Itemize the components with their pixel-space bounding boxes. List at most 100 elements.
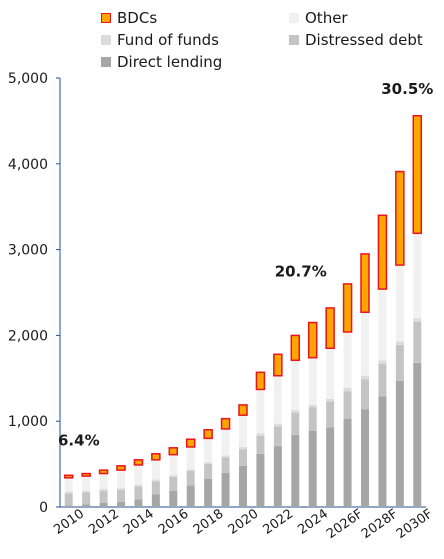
x-tick-label: 2010	[51, 507, 87, 538]
bar-fund-of-funds	[273, 423, 282, 427]
bar-fund-of-funds	[256, 433, 265, 436]
bar-fund-of-funds	[99, 488, 108, 491]
bar-other	[256, 389, 265, 434]
bar-other	[239, 415, 247, 447]
bar-bdcs	[133, 459, 144, 466]
bar-fund-of-funds	[378, 360, 387, 364]
bar-other	[134, 464, 143, 485]
bar-direct-lending	[361, 409, 369, 507]
bar-distressed-debt	[82, 492, 91, 505]
y-tick-label: 0	[39, 500, 48, 516]
bar-other	[221, 428, 230, 456]
bar-direct-lending	[169, 490, 178, 507]
bar-direct-lending	[82, 504, 91, 507]
bar-fund-of-funds	[221, 455, 230, 458]
bar-direct-lending	[64, 505, 73, 507]
bar-distressed-debt	[378, 363, 387, 397]
bar-other	[326, 348, 335, 399]
bar-fund-of-funds	[239, 446, 247, 450]
bar-other	[273, 375, 282, 424]
x-tick-label: 2026F	[324, 507, 366, 543]
bar-direct-lending	[291, 434, 300, 507]
x-tick-label: 2014	[121, 507, 157, 538]
bar-other	[343, 331, 352, 388]
bar-fund-of-funds	[291, 410, 300, 413]
bar-direct-lending	[256, 453, 265, 507]
bar-bdcs	[360, 253, 370, 313]
bar-direct-lending	[343, 418, 352, 507]
y-tick-label: 1,000	[8, 414, 48, 430]
bar-fund-of-funds	[134, 484, 143, 487]
bar-distressed-debt	[99, 490, 108, 503]
bar-fund-of-funds	[326, 398, 335, 402]
bar-direct-lending	[99, 502, 108, 507]
bar-distressed-debt	[361, 379, 369, 410]
bar-distressed-debt	[395, 344, 404, 381]
bar-distressed-debt	[256, 435, 265, 454]
bar-fund-of-funds	[169, 475, 178, 477]
bar-bdcs	[273, 353, 283, 377]
bar-fund-of-funds	[117, 488, 125, 490]
bar-other	[151, 459, 160, 480]
bar-bdcs	[185, 438, 196, 448]
annotation-label: 6.4%	[58, 431, 100, 449]
bar-bdcs	[395, 170, 405, 266]
bar-fund-of-funds	[204, 462, 213, 465]
bar-fund-of-funds	[64, 491, 73, 494]
bar-other	[361, 312, 369, 376]
y-tick-label: 4,000	[8, 157, 48, 173]
bar-bdcs	[377, 214, 388, 290]
bar-other	[413, 233, 422, 319]
legend-swatch	[101, 13, 111, 23]
bar-direct-lending	[308, 430, 317, 507]
annotation-label: 20.7%	[275, 263, 327, 281]
bar-fund-of-funds	[308, 404, 317, 408]
bar-direct-lending	[117, 501, 125, 507]
bar-bdcs	[290, 334, 301, 362]
bar-bdcs	[98, 469, 109, 475]
bar-other	[204, 438, 213, 463]
bar-direct-lending	[395, 380, 404, 507]
legend-swatch	[101, 57, 111, 67]
bar-other	[82, 476, 91, 491]
bar-distressed-debt	[221, 457, 230, 473]
bar-distressed-debt	[134, 486, 143, 500]
legend-label: Direct lending	[117, 53, 223, 71]
y-tick-label: 2,000	[8, 328, 48, 344]
legend-label: BDCs	[117, 9, 158, 27]
legend-label: Fund of funds	[117, 31, 219, 49]
bar-bdcs	[203, 429, 213, 440]
bar-other	[99, 473, 108, 489]
bar-distressed-debt	[308, 407, 317, 431]
bar-bdcs	[63, 474, 74, 479]
bar-direct-lending	[151, 494, 160, 507]
bar-distressed-debt	[239, 449, 247, 466]
bar-other	[186, 446, 195, 470]
legend-swatch	[101, 35, 111, 45]
legend-label: Other	[305, 9, 348, 27]
bar-bdcs	[151, 453, 161, 461]
bar-other	[169, 454, 178, 476]
legend-item: Other	[289, 9, 348, 27]
x-tick-label: 2012	[86, 507, 122, 538]
bar-bdcs	[168, 447, 179, 456]
bar-fund-of-funds	[343, 387, 352, 392]
bar-other	[117, 470, 125, 489]
bar-distressed-debt	[291, 412, 300, 435]
legend-swatch	[289, 13, 299, 23]
bar-other	[64, 477, 73, 492]
bar-distressed-debt	[413, 321, 422, 363]
x-tick-label: 2022	[260, 507, 296, 538]
legend-item: Distressed debt	[289, 31, 423, 49]
bar-direct-lending	[239, 465, 247, 507]
bar-distressed-debt	[204, 464, 213, 479]
bar-bdcs	[255, 371, 266, 391]
bar-direct-lending	[413, 362, 422, 507]
bar-distressed-debt	[117, 489, 125, 502]
x-tick-label: 2028F	[359, 507, 401, 543]
y-tick-label: 3,000	[8, 243, 48, 259]
legend-item: Fund of funds	[101, 31, 219, 49]
bar-distressed-debt	[186, 470, 195, 486]
bar-bdcs	[220, 417, 231, 430]
